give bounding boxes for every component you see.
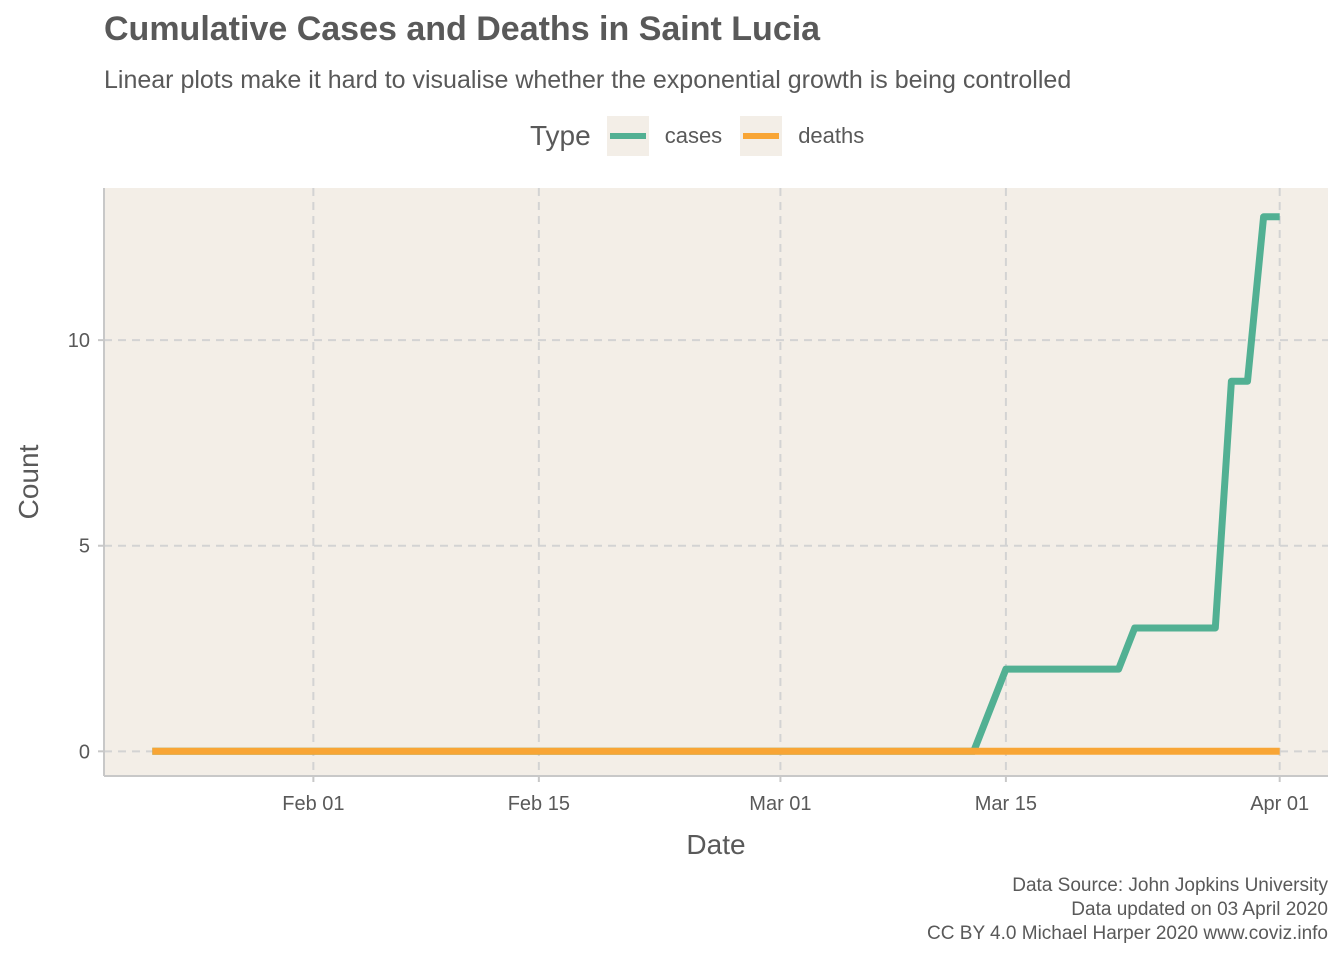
legend-item-cases: cases xyxy=(606,116,723,156)
caption: Data Source: John Jopkins University Dat… xyxy=(927,874,1328,946)
y-tick-label: 10 xyxy=(68,330,90,352)
legend-title: Type xyxy=(530,120,591,151)
caption-license: CC BY 4.0 Michael Harper 2020 www.coviz.… xyxy=(927,923,1328,944)
legend-label-deaths: deaths xyxy=(798,123,865,148)
tick-labels: Feb 01 Feb 15 Mar 01 Mar 15 Apr 01 0 5 10 xyxy=(68,330,1309,815)
legend-item-deaths: deaths xyxy=(740,116,864,156)
y-axis-title: Count xyxy=(13,444,44,519)
x-tick-label: Feb 01 xyxy=(282,793,344,815)
caption-source: Data Source: John Jopkins University xyxy=(1012,875,1328,896)
x-tick-label: Feb 15 xyxy=(508,793,570,815)
series-lines xyxy=(152,213,1280,755)
legend-key-deaths xyxy=(740,116,783,156)
legend-swatch-cases xyxy=(609,133,646,139)
chart-title: Cumulative Cases and Deaths in Saint Luc… xyxy=(104,10,821,48)
x-axis-title: Date xyxy=(686,829,745,860)
caption-updated: Data updated on 03 April 2020 xyxy=(1071,899,1328,920)
legend-swatch-deaths xyxy=(743,133,780,139)
x-tick-label: Apr 01 xyxy=(1250,793,1309,815)
chart-subtitle: Linear plots make it hard to visualise w… xyxy=(104,66,1072,94)
legend-key-cases xyxy=(606,116,649,156)
legend: Type cases deaths xyxy=(530,116,882,156)
x-tick-label: Mar 15 xyxy=(975,793,1037,815)
y-tick-label: 5 xyxy=(79,536,90,558)
plot-panel xyxy=(104,188,1328,776)
series-line-cases xyxy=(152,213,1280,755)
y-tick-label: 0 xyxy=(79,741,90,763)
x-tick-label: Mar 01 xyxy=(749,793,811,815)
legend-label-cases: cases xyxy=(664,123,723,148)
axes xyxy=(98,188,1328,782)
